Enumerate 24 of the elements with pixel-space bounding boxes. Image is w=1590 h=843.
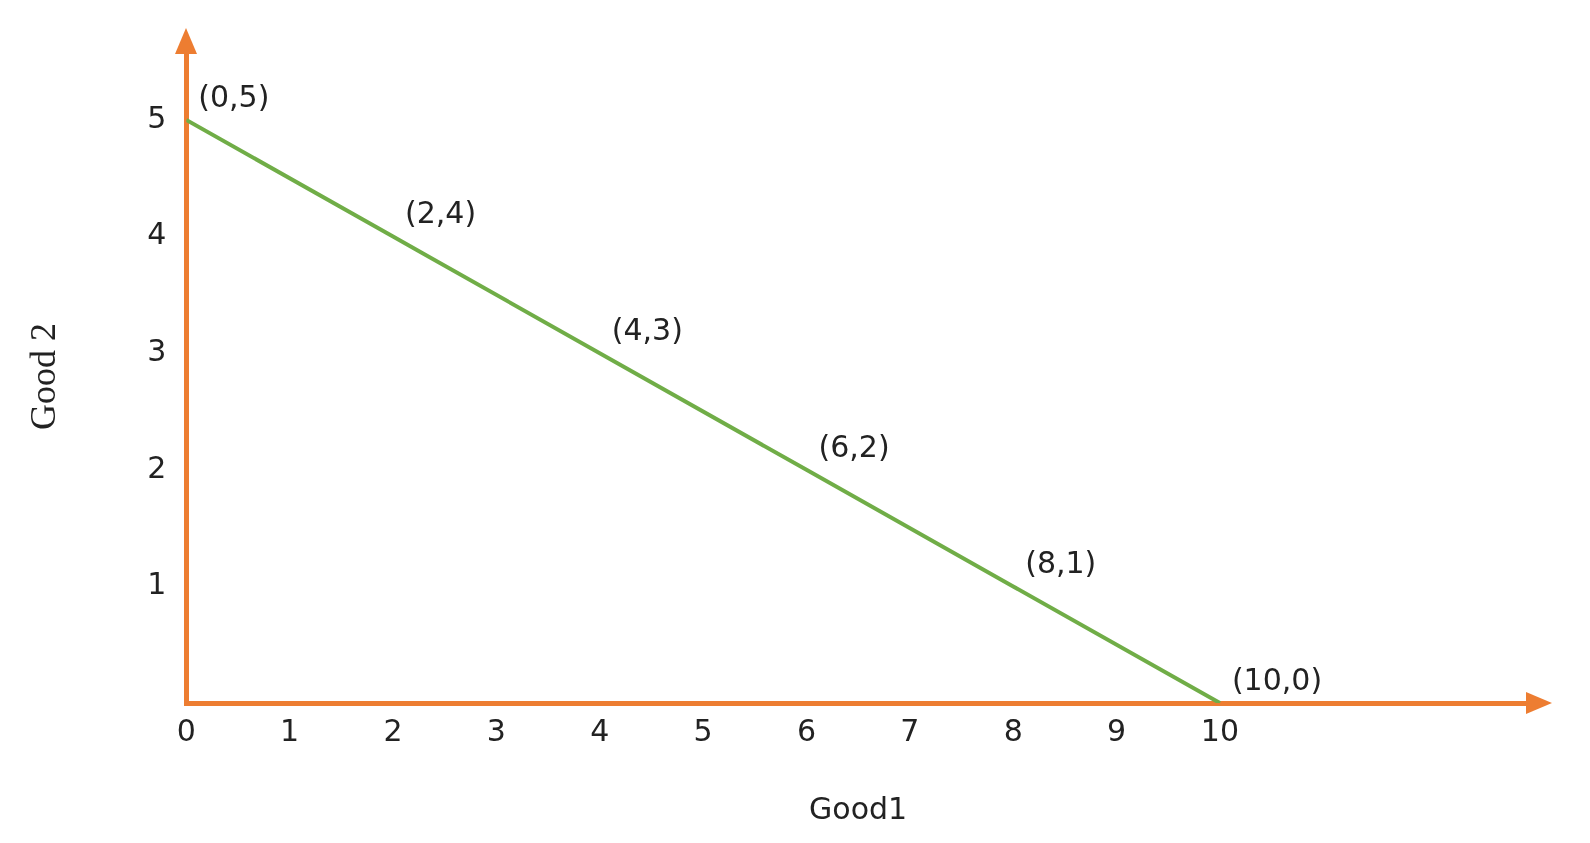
x-tick-label: 7 [900, 712, 920, 748]
x-tick-label: 8 [1003, 712, 1023, 748]
annotation: (0,5) [198, 78, 270, 114]
annotation: (8,1) [1025, 545, 1097, 581]
x-tick-label: 1 [280, 712, 300, 748]
x-tick-label: 0 [176, 712, 196, 748]
annotation: (2,4) [405, 195, 477, 231]
x-tick-label: 6 [796, 712, 817, 748]
x-tick-label: 10 [1200, 712, 1240, 748]
x-tick-label: 2 [383, 712, 403, 748]
y-tick-label: 5 [147, 99, 167, 135]
y-axis-title: Good 2 [23, 323, 64, 430]
y-tick-label: 1 [147, 566, 167, 602]
x-tick-label: 4 [590, 712, 610, 748]
annotation: (10,0) [1231, 661, 1323, 697]
annotation: (4,3) [611, 311, 683, 347]
x-axis-title: Good1 [809, 790, 908, 826]
y-tick-label: 2 [147, 449, 167, 485]
annotation: (6,2) [818, 428, 890, 464]
x-tick-label: 3 [486, 712, 506, 748]
y-tick-label: 3 [147, 332, 167, 368]
y-tick-label: 4 [147, 216, 167, 252]
x-tick-label: 9 [1107, 712, 1127, 748]
x-tick-label: 5 [693, 712, 713, 748]
